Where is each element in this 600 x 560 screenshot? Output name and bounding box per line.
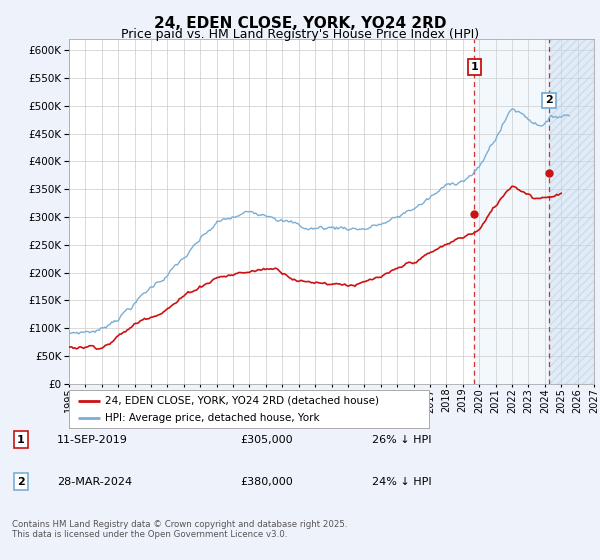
Text: 24% ↓ HPI: 24% ↓ HPI <box>372 477 431 487</box>
Text: 1: 1 <box>470 62 478 72</box>
Text: 2: 2 <box>545 95 553 105</box>
Bar <box>549 39 594 384</box>
Bar <box>549 39 594 384</box>
Text: HPI: Average price, detached house, York: HPI: Average price, detached house, York <box>105 413 320 423</box>
Text: £305,000: £305,000 <box>240 435 293 445</box>
Text: 28-MAR-2024: 28-MAR-2024 <box>57 477 132 487</box>
Text: 24, EDEN CLOSE, YORK, YO24 2RD (detached house): 24, EDEN CLOSE, YORK, YO24 2RD (detached… <box>105 395 379 405</box>
Text: 1: 1 <box>17 435 25 445</box>
Text: 2: 2 <box>17 477 25 487</box>
Text: 11-SEP-2019: 11-SEP-2019 <box>57 435 128 445</box>
Text: 24, EDEN CLOSE, YORK, YO24 2RD: 24, EDEN CLOSE, YORK, YO24 2RD <box>154 16 446 31</box>
Text: Contains HM Land Registry data © Crown copyright and database right 2025.
This d: Contains HM Land Registry data © Crown c… <box>12 520 347 539</box>
Text: Price paid vs. HM Land Registry's House Price Index (HPI): Price paid vs. HM Land Registry's House … <box>121 28 479 41</box>
Text: 26% ↓ HPI: 26% ↓ HPI <box>372 435 431 445</box>
Text: £380,000: £380,000 <box>240 477 293 487</box>
Bar <box>475 39 594 384</box>
